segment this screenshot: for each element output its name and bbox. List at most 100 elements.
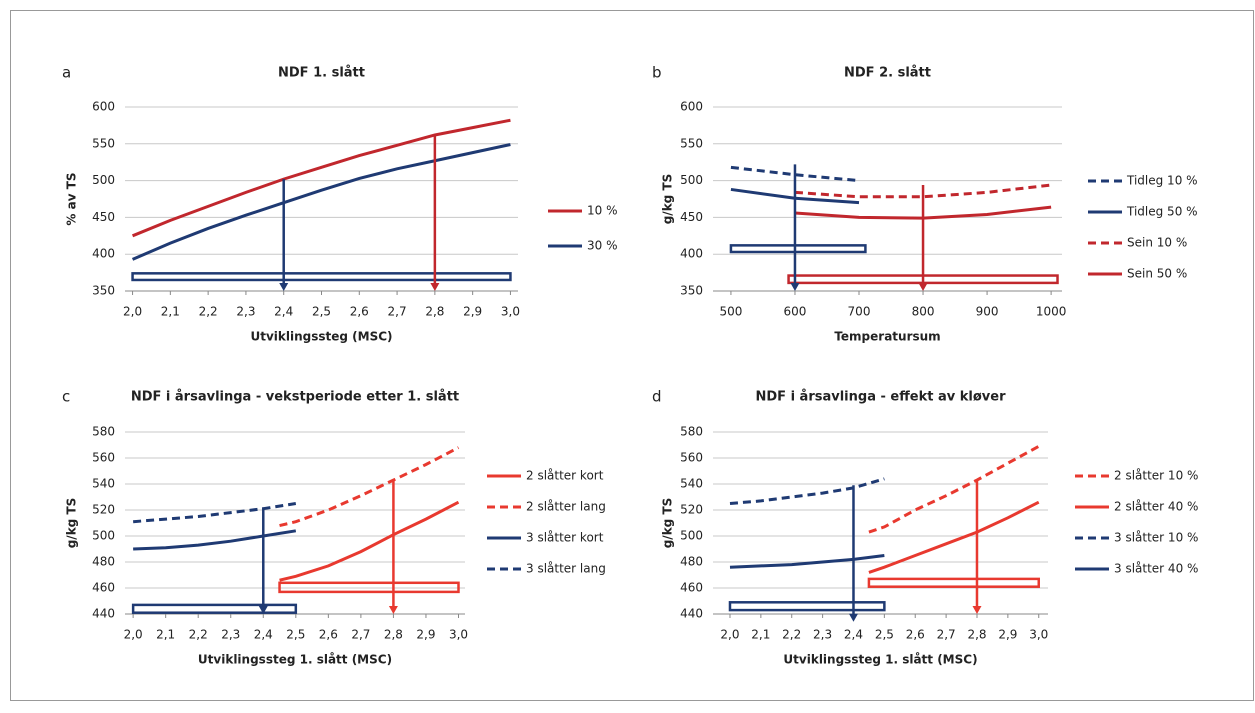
highlight-box [728, 601, 886, 612]
x-tick-label: 1000 [1036, 305, 1067, 319]
legend-label: 3 slåtter 40 % [1114, 562, 1198, 576]
series-line [868, 500, 1040, 574]
arrow-head [258, 606, 268, 614]
x-tick-label: 900 [976, 305, 999, 319]
x-tick-label: 2,3 [813, 628, 832, 642]
x-tick-label: 2,5 [312, 305, 331, 319]
y-axis-label: g/kg TS [661, 174, 675, 225]
arrow-head [430, 283, 440, 291]
chart-title: NDF 1. slått [278, 66, 365, 81]
series-line [729, 477, 885, 505]
x-tick-label: 2,7 [388, 305, 407, 319]
x-tick-label: 2,9 [416, 628, 435, 642]
y-tick-label: 600 [680, 100, 703, 114]
y-tick-label: 440 [680, 607, 703, 621]
x-tick-label: 2,9 [998, 628, 1017, 642]
y-tick-label: 480 [680, 555, 703, 569]
series-line [133, 529, 297, 551]
x-tick-label: 2,0 [124, 628, 143, 642]
y-tick-label: 550 [92, 136, 115, 150]
panel-letter: d [652, 388, 662, 406]
arrow-head [972, 606, 982, 614]
series-line [279, 446, 460, 528]
arrow-head [790, 283, 800, 291]
y-tick-label: 540 [92, 477, 115, 491]
y-axis-label: % av TS [65, 172, 79, 225]
x-tick-label: 700 [848, 305, 871, 319]
y-tick-label: 500 [680, 529, 703, 543]
series-line [729, 554, 885, 569]
y-tick-label: 440 [92, 607, 115, 621]
legend-label: Sein 10 % [1127, 236, 1187, 250]
panel-letter: a [62, 64, 71, 82]
y-tick-label: 400 [92, 247, 115, 261]
y-tick-label: 500 [92, 173, 115, 187]
x-tick-label: 2,6 [319, 628, 338, 642]
highlight-box [131, 272, 512, 282]
panel-letter: c [62, 388, 70, 406]
highlight-box [131, 603, 298, 614]
legend-label: Sein 50 % [1127, 267, 1187, 281]
legend-label: 2 slåtter 10 % [1114, 469, 1198, 483]
legend-label: 3 slåtter kort [526, 531, 604, 545]
x-tick-label: 3,0 [449, 628, 468, 642]
x-axis-label: Utviklingssteg 1. slått (MSC) [198, 653, 392, 667]
legend-label: 3 slåtter lang [526, 562, 606, 576]
y-tick-label: 460 [680, 581, 703, 595]
y-tick-label: 350 [680, 284, 703, 298]
series-line [794, 183, 1052, 199]
y-tick-label: 520 [680, 503, 703, 517]
legend-label: 2 slåtter kort [526, 469, 604, 483]
x-axis-label: Utviklingssteg 1. slått (MSC) [783, 653, 977, 667]
y-tick-label: 500 [92, 529, 115, 543]
x-tick-label: 2,4 [844, 628, 863, 642]
x-tick-label: 2,1 [161, 305, 180, 319]
highlight-box [867, 577, 1040, 588]
panel-letter: b [652, 64, 662, 82]
y-tick-label: 450 [680, 210, 703, 224]
x-tick-label: 600 [784, 305, 807, 319]
arrow-head [279, 283, 289, 291]
arrow-head [918, 283, 928, 291]
x-tick-label: 2,6 [906, 628, 925, 642]
legend-label: 30 % [587, 239, 618, 253]
arrow-head [388, 606, 398, 614]
x-tick-label: 2,2 [189, 628, 208, 642]
y-axis-label: g/kg TS [65, 498, 79, 549]
y-tick-label: 540 [680, 477, 703, 491]
y-tick-label: 550 [680, 136, 703, 150]
series-line [133, 502, 297, 524]
y-tick-label: 350 [92, 284, 115, 298]
legend-label: 10 % [587, 204, 618, 218]
legend-label: 2 slåtter 40 % [1114, 500, 1198, 514]
x-tick-label: 2,0 [123, 305, 142, 319]
x-tick-label: 800 [912, 305, 935, 319]
frame [10, 10, 1254, 701]
x-tick-label: 2,3 [236, 305, 255, 319]
y-tick-label: 500 [680, 173, 703, 187]
x-tick-label: 2,2 [199, 305, 218, 319]
x-tick-label: 2,8 [425, 305, 444, 319]
x-tick-label: 2,0 [720, 628, 739, 642]
chart-title: NDF i årsavlinga - vekstperiode etter 1.… [131, 390, 459, 405]
series-line [131, 118, 511, 238]
x-tick-label: 2,8 [967, 628, 986, 642]
chart-title: NDF 2. slått [844, 66, 931, 81]
y-tick-label: 560 [680, 451, 703, 465]
series-line [730, 165, 860, 183]
x-tick-label: 2,7 [351, 628, 370, 642]
x-tick-label: 2,8 [384, 628, 403, 642]
x-tick-label: 2,3 [221, 628, 240, 642]
legend-label: Tidleg 50 % [1126, 205, 1198, 219]
y-tick-label: 450 [92, 210, 115, 224]
series-line [868, 444, 1040, 534]
x-tick-label: 2,1 [156, 628, 175, 642]
y-tick-label: 460 [92, 581, 115, 595]
highlight-box [278, 581, 460, 594]
y-axis-label: g/kg TS [661, 498, 675, 549]
x-tick-label: 500 [719, 305, 742, 319]
x-tick-label: 2,9 [463, 305, 482, 319]
x-tick-label: 3,0 [501, 305, 520, 319]
